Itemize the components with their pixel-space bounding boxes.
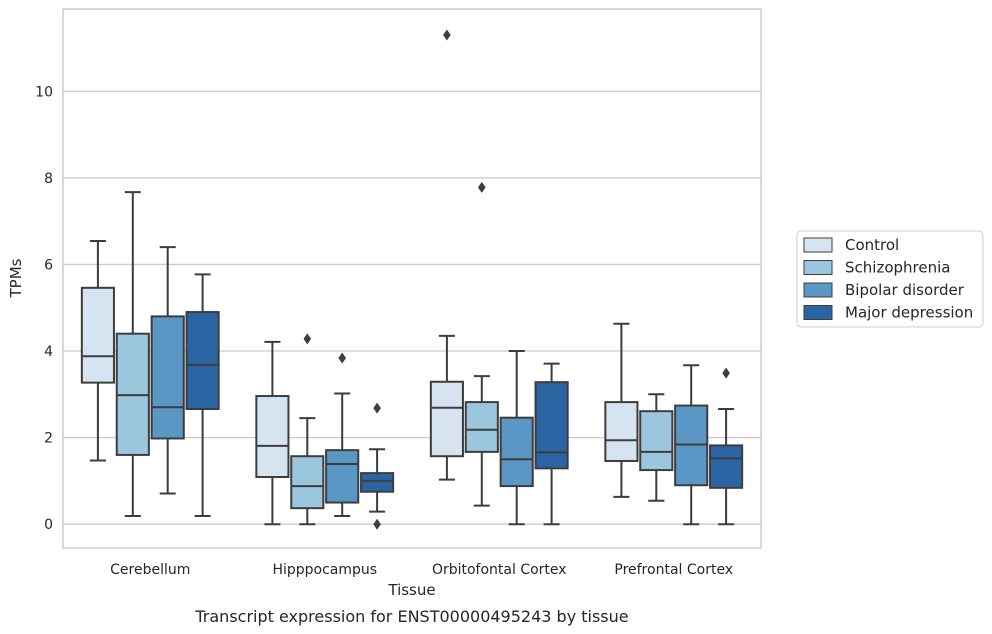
box-body (639, 410, 674, 472)
outlier-point (373, 518, 381, 530)
outlier-point (373, 402, 381, 414)
box-1-3 (360, 402, 395, 530)
box-body (360, 472, 395, 493)
box-body (464, 401, 499, 453)
outlier-point (303, 333, 312, 345)
legend-swatch (803, 260, 833, 275)
outlier-point (722, 367, 730, 379)
x-tick-labels: Cerebellum Hipppocampus Orbitofontal Corte… (110, 562, 733, 578)
legend-label: Schizophrenia (845, 259, 950, 277)
legend-swatch (803, 237, 833, 253)
box-0-2 (150, 246, 185, 495)
box-3-1 (639, 393, 674, 502)
box-body (255, 395, 290, 478)
legend-frame (796, 230, 984, 328)
legend: Control Schizophrenia Bipolar disorder Majo… (796, 230, 984, 328)
box-1-0 (255, 340, 290, 526)
x-axis-label: Tissue (387, 581, 435, 599)
x-tick-label: Cerebellum (110, 562, 190, 578)
box-body (325, 449, 360, 504)
legend-swatch (803, 305, 833, 320)
box-0-3 (185, 273, 220, 517)
y-tick-label: 10 (35, 84, 53, 100)
box-body (185, 311, 220, 411)
box-2-3 (534, 362, 569, 526)
box-body (604, 401, 639, 462)
outlier-point (338, 352, 346, 364)
box-body (534, 381, 569, 470)
box-body (150, 315, 185, 440)
box-3-2 (674, 364, 709, 526)
x-tick-label: Orbitofontal Cortex (432, 562, 567, 578)
box-body (290, 455, 325, 510)
legend-swatch (803, 282, 833, 298)
box-body (80, 286, 115, 384)
y-tick-label: 4 (44, 344, 53, 360)
box-2-1 (464, 181, 499, 507)
box-series (80, 29, 744, 530)
plot-frame (62, 8, 762, 549)
legend-label: Bipolar disorder (845, 281, 965, 299)
y-tick-label: 0 (44, 517, 53, 533)
legend-items: Control Schizophrenia Bipolar disorder Majo… (803, 236, 973, 322)
box-2-0 (429, 29, 464, 481)
chart-caption: Transcript expression for ENST0000049524… (194, 607, 628, 626)
legend-label: Control (845, 236, 899, 254)
box-body (499, 416, 534, 488)
box-2-2 (499, 350, 534, 526)
y-tick-label: 6 (44, 257, 53, 273)
x-tick-label: Prefrontal Cortex (614, 562, 733, 578)
box-1-2 (325, 352, 360, 517)
y-tick-labels: 0 2 4 6 8 10 (35, 84, 53, 533)
outlier-point (478, 181, 486, 193)
legend-label: Major depression (845, 304, 973, 322)
x-tick-label: Hipppocampus (272, 562, 377, 578)
y-tick-label: 2 (44, 431, 53, 447)
y-axis-label: TPMs (7, 258, 25, 298)
box-1-1 (290, 333, 325, 526)
box-body (709, 444, 744, 489)
y-tick-label: 8 (44, 171, 53, 187)
outlier-point (443, 29, 451, 41)
box-body (429, 380, 464, 458)
box-3-3 (709, 367, 744, 526)
box-3-0 (604, 322, 639, 498)
box-0-0 (80, 240, 115, 462)
box-0-1 (115, 191, 150, 517)
